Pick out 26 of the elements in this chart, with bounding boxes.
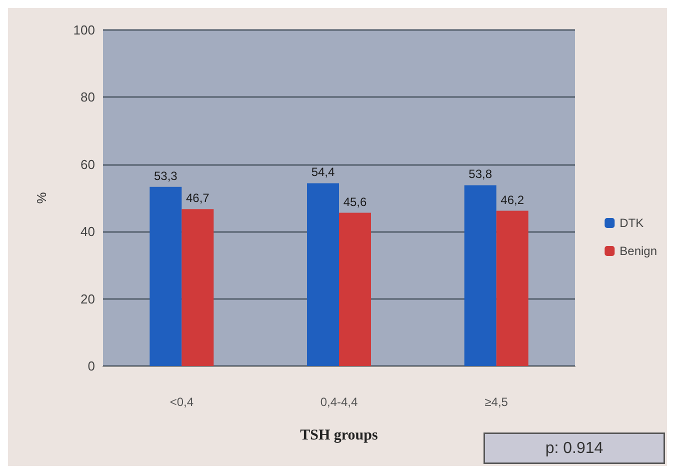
bar xyxy=(496,210,528,366)
bar xyxy=(150,186,182,366)
bar xyxy=(182,209,214,366)
data-label: 53,8 xyxy=(468,167,492,182)
x-tick-label: <0,4 xyxy=(170,395,194,409)
y-axis-title: % xyxy=(34,192,49,204)
bar xyxy=(464,185,496,366)
y-tick-label: 40 xyxy=(80,224,95,240)
data-label: 46,7 xyxy=(186,191,210,206)
bar xyxy=(307,183,339,366)
x-tick-label: 0,4-4,4 xyxy=(320,395,358,409)
x-tick-label: ≥4,5 xyxy=(484,395,508,409)
data-label: 54,4 xyxy=(311,165,335,180)
data-label: 45,6 xyxy=(343,194,367,209)
y-tick-label: 60 xyxy=(80,156,95,172)
data-label: 53,3 xyxy=(154,168,178,183)
bar xyxy=(339,212,371,366)
y-tick-label: 100 xyxy=(73,22,95,38)
legend-label: DTK xyxy=(620,216,644,230)
y-tick-label: 20 xyxy=(80,291,95,306)
y-tick-label: 80 xyxy=(80,90,95,105)
legend-label: Benign xyxy=(620,244,658,258)
text: p: 0.914 xyxy=(545,440,604,457)
y-tick-label: 0 xyxy=(88,358,95,374)
x-axis-title: TSH groups xyxy=(300,428,378,444)
data-label: 46,2 xyxy=(500,192,524,207)
